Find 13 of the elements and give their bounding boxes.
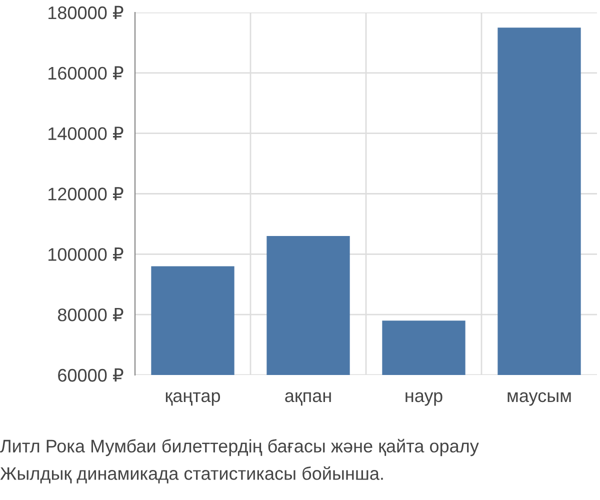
y-tick-label: 180000 ₽: [48, 6, 124, 20]
text: Литл Рока Мумбаи билеттердің бағасы және қайта оралу: [0, 438, 479, 456]
text: Жылдық динамикада статистикасы бойынша.: [0, 466, 383, 484]
x-tick-label: маусым: [508, 392, 571, 406]
y-tick-label: 120000 ₽: [48, 187, 124, 200]
y-tick-label: 140000 ₽: [48, 126, 124, 140]
y-tick-label: 160000 ₽: [48, 66, 124, 80]
y-tick-label: 100000 ₽: [48, 248, 124, 261]
x-tick-label: наур: [406, 392, 442, 406]
x-tick-label: қаңтар: [166, 392, 220, 406]
y-tick-label: 80000 ₽: [58, 308, 124, 322]
x-tick-label: ақпан: [285, 392, 331, 406]
y-tick-label: 60000 ₽: [58, 368, 124, 382]
